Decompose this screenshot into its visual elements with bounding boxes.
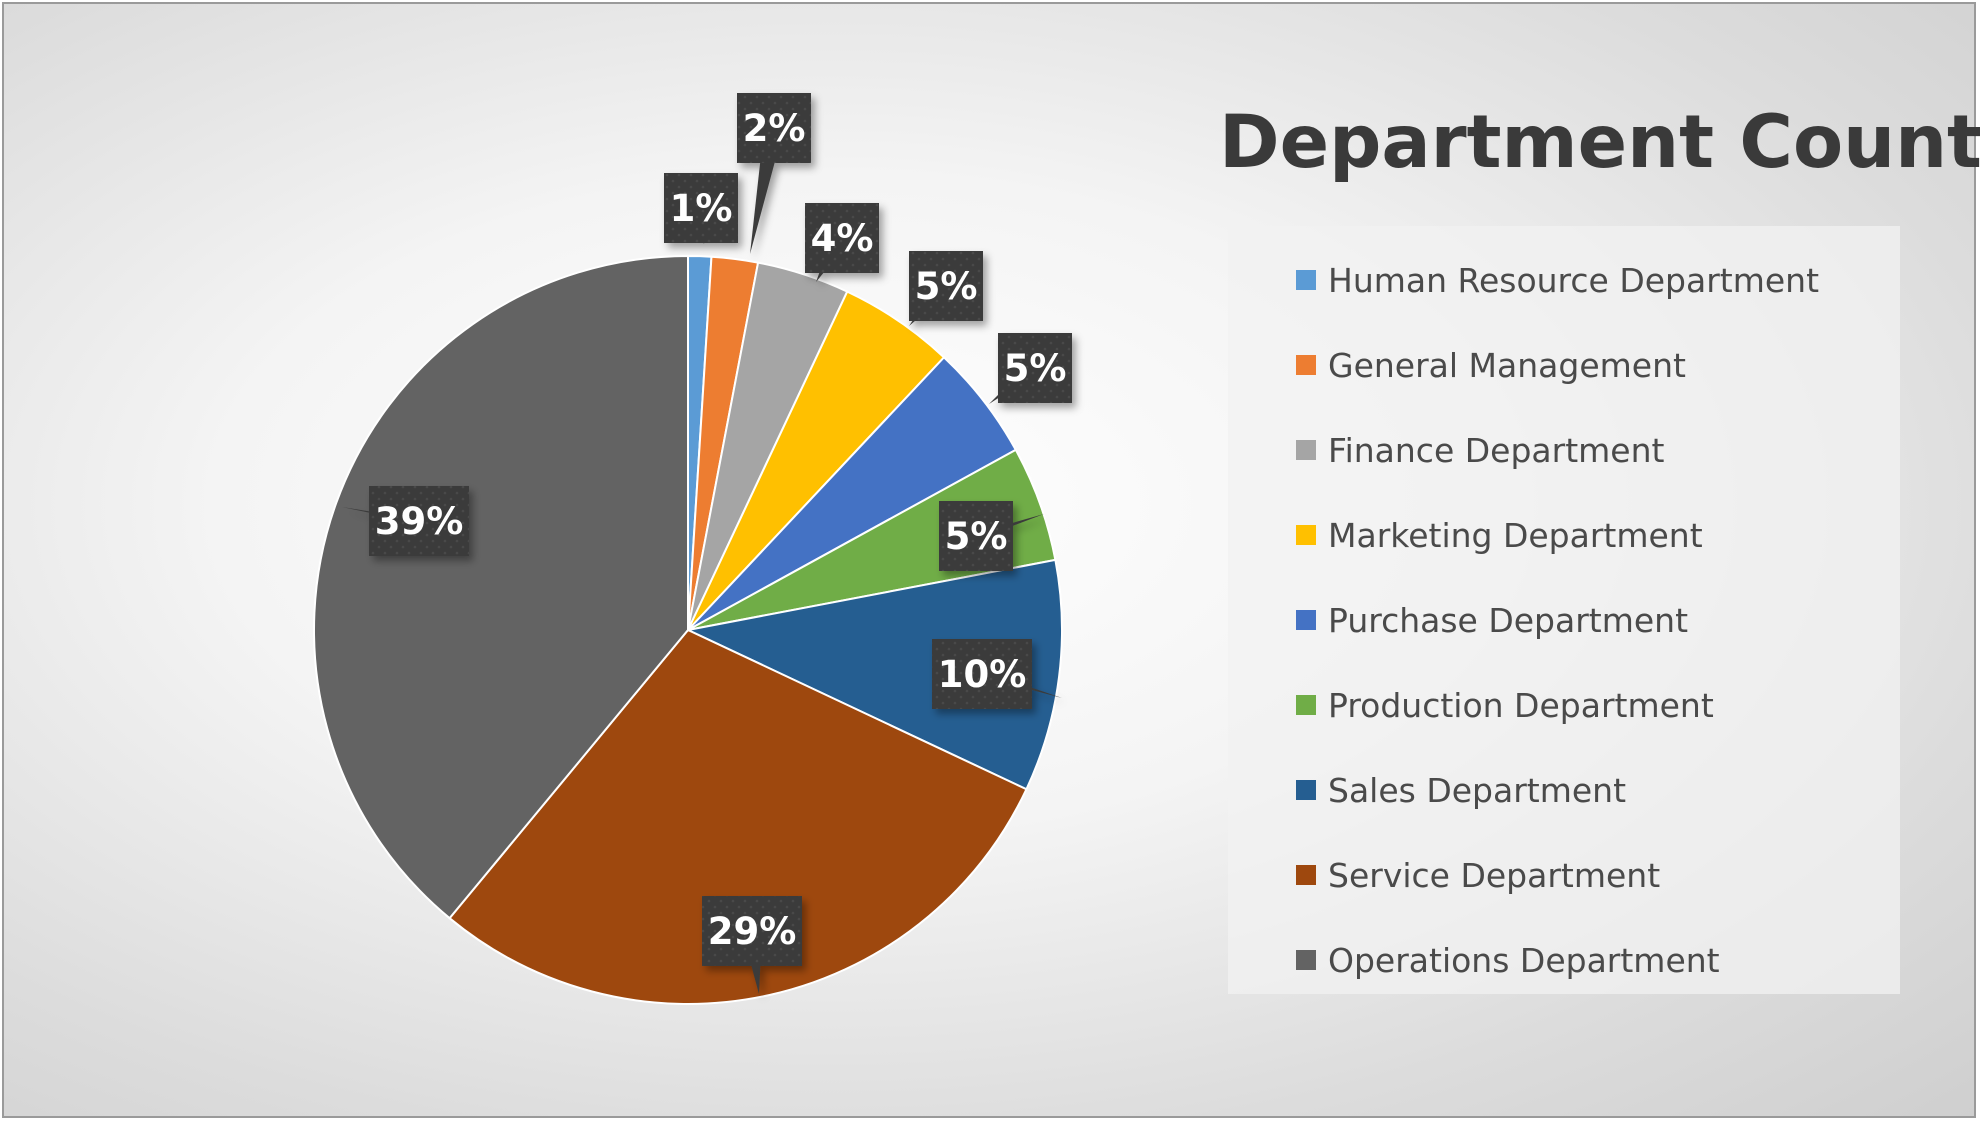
- pie-chart: 1%2% 4% 5% 5% 5% 10% 29% 39%: [313, 93, 1072, 1005]
- data-label-callout: [939, 501, 1044, 571]
- callout-box: [369, 486, 469, 556]
- legend-item: Human Resource Department: [1296, 250, 1819, 310]
- legend-swatch: [1296, 780, 1316, 800]
- callout-box: [998, 333, 1072, 403]
- pie-slice-service-department: [448, 628, 1028, 1005]
- data-label-callout: [932, 639, 1062, 709]
- legend-label: Human Resource Department: [1328, 260, 1820, 300]
- data-label: 2%: [743, 107, 806, 150]
- legend-swatch: [1296, 270, 1316, 290]
- legend-label: Operations Department: [1328, 940, 1720, 980]
- legend-item: Production Department: [1296, 675, 1714, 735]
- legend-swatch: [1296, 525, 1316, 545]
- legend-label: Service Department: [1328, 855, 1661, 895]
- legend-swatch: [1296, 950, 1316, 970]
- legend-swatch: [1296, 355, 1316, 375]
- legend-swatch: [1296, 440, 1316, 460]
- data-label: 5%: [945, 515, 1008, 558]
- data-label: 4%: [811, 217, 874, 260]
- pie-slice-sales-department: [684, 558, 1063, 791]
- callout-box: [909, 251, 983, 321]
- legend-item: Marketing Department: [1296, 505, 1703, 565]
- data-label: 5%: [1004, 347, 1067, 390]
- chart-title: Department Count: [1219, 100, 1980, 185]
- legend-swatch: [1296, 695, 1316, 715]
- legend-swatch: [1296, 865, 1316, 885]
- legend-item: Purchase Department: [1296, 590, 1688, 650]
- legend-item: Service Department: [1296, 845, 1660, 905]
- legend-item: Operations Department: [1296, 930, 1720, 990]
- legend-label: Sales Department: [1328, 770, 1627, 810]
- callout-box: [939, 501, 1013, 571]
- legend-item: General Management: [1296, 335, 1686, 395]
- data-label-callout: [909, 251, 983, 326]
- legend: Human Resource Department General Managem…: [1228, 226, 1900, 994]
- data-label-callout: [737, 93, 811, 254]
- data-label-callout: [805, 203, 879, 282]
- legend-label: Marketing Department: [1328, 515, 1703, 555]
- legend-label: Finance Department: [1328, 430, 1665, 470]
- callout-box: [737, 93, 811, 163]
- legend-swatch: [1296, 610, 1316, 630]
- legend-label: Production Department: [1328, 685, 1714, 725]
- data-label: 10%: [938, 653, 1027, 696]
- data-label-callout: [342, 486, 469, 556]
- legend-label: Purchase Department: [1328, 600, 1689, 640]
- data-label-callout: [664, 173, 738, 244]
- data-label: 1%: [670, 187, 733, 230]
- callout-box: [805, 203, 879, 273]
- pie-slice-operations-department: [313, 254, 689, 920]
- legend-label: General Management: [1328, 345, 1686, 385]
- legend-item: Finance Department: [1296, 420, 1664, 480]
- legend-item: Sales Department: [1296, 760, 1626, 820]
- data-label-callout: [702, 896, 802, 994]
- data-label: 5%: [915, 265, 978, 308]
- data-label: 29%: [708, 910, 797, 953]
- callout-box: [664, 173, 738, 243]
- data-label-callout: [989, 333, 1072, 404]
- data-label: 39%: [375, 500, 464, 543]
- callout-box: [702, 896, 802, 966]
- callout-box: [932, 639, 1032, 709]
